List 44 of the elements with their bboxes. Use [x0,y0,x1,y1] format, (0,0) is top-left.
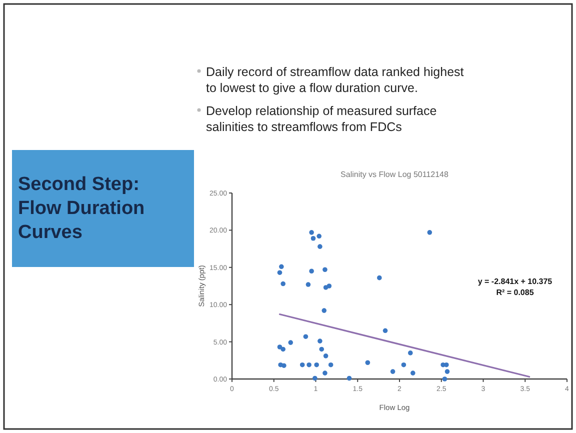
point [390,369,396,374]
point [323,354,328,358]
point [322,370,328,376]
point [410,370,416,376]
point [280,346,286,352]
text: Develop relationship of measured surface salinities to streamflows from FDCs [206,104,437,134]
point [318,338,322,344]
point [346,376,352,381]
point [277,270,282,276]
point [312,376,318,381]
point [444,369,450,374]
point [306,362,312,368]
point [309,230,314,235]
annotation: R² = 0.085 [496,288,534,297]
chart-title: Salinity vs Flow Log 50112148 [340,170,450,179]
point [319,346,324,352]
point [427,230,432,235]
point [309,268,314,274]
point [365,360,370,366]
point [282,363,286,368]
annotation: y = -2.841x + 10.375 [478,277,553,286]
point [288,340,294,345]
point [328,362,334,368]
point [277,344,282,350]
point [401,362,406,368]
point [382,328,388,334]
point [322,308,327,313]
point [279,264,284,270]
point [314,362,319,368]
point [280,281,286,286]
point [408,350,413,356]
point [300,362,305,368]
point [326,284,332,288]
text: Daily record of streamflow data ranked highest to lowest to give a flow duration curve. [206,65,464,95]
point [377,275,382,280]
point [316,234,322,239]
point [442,376,448,382]
point [444,362,449,368]
point [318,244,322,249]
point [306,282,311,287]
point [303,334,308,339]
point [310,236,316,241]
text: Second Step: Flow Duration Curves [18,174,145,243]
point [322,267,328,272]
